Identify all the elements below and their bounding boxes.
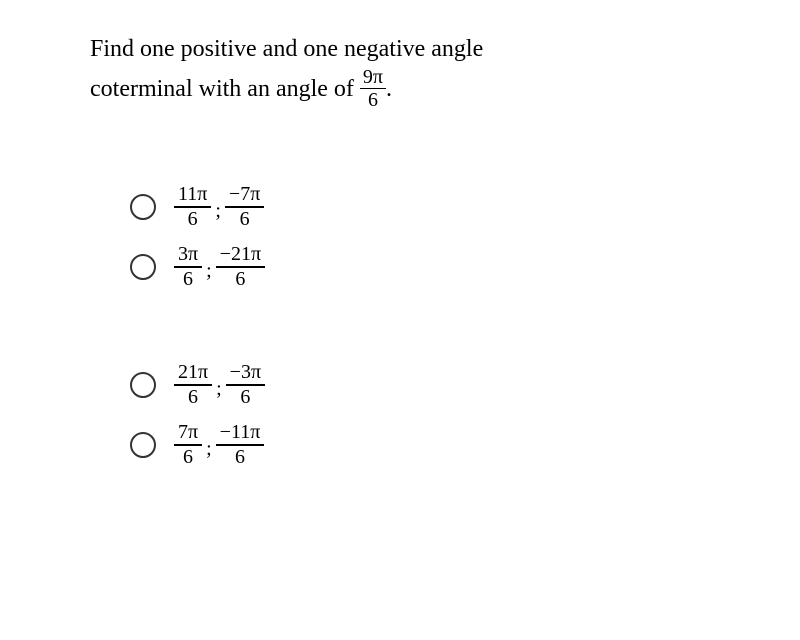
radio-button[interactable]	[130, 254, 156, 280]
question-line2-before: coterminal with an angle of	[90, 76, 360, 102]
separator: ;	[206, 438, 212, 469]
separator: ;	[216, 378, 222, 409]
question-text: Find one positive and one negative angle…	[90, 30, 710, 113]
option-group-1: 11π 6 ; −7π 6 3π 6 ; −21π 6	[130, 183, 710, 291]
option-group-2: 21π 6 ; −3π 6 7π 6 ; −11π 6	[130, 361, 710, 469]
question-fraction: 9π6	[360, 66, 386, 111]
option-4[interactable]: 7π 6 ; −11π 6	[130, 421, 710, 469]
answer-3: 21π 6 ; −3π 6	[174, 361, 265, 409]
answer-4: 7π 6 ; −11π 6	[174, 421, 264, 469]
radio-button[interactable]	[130, 372, 156, 398]
fraction-4a: 7π 6	[174, 421, 202, 469]
radio-button[interactable]	[130, 194, 156, 220]
separator: ;	[215, 200, 221, 231]
fraction-2b: −21π 6	[216, 243, 265, 291]
question-line1: Find one positive and one negative angle	[90, 36, 483, 62]
question-line2-after: .	[386, 76, 392, 102]
options-container: 11π 6 ; −7π 6 3π 6 ; −21π 6	[130, 183, 710, 469]
option-3[interactable]: 21π 6 ; −3π 6	[130, 361, 710, 409]
separator: ;	[206, 260, 212, 291]
fraction-3b: −3π 6	[226, 361, 265, 409]
answer-1: 11π 6 ; −7π 6	[174, 183, 264, 231]
option-2[interactable]: 3π 6 ; −21π 6	[130, 243, 710, 291]
fraction-1b: −7π 6	[225, 183, 264, 231]
option-1[interactable]: 11π 6 ; −7π 6	[130, 183, 710, 231]
answer-2: 3π 6 ; −21π 6	[174, 243, 265, 291]
fraction-2a: 3π 6	[174, 243, 202, 291]
fraction-3a: 21π 6	[174, 361, 212, 409]
radio-button[interactable]	[130, 432, 156, 458]
fraction-1a: 11π 6	[174, 183, 211, 231]
fraction-4b: −11π 6	[216, 421, 265, 469]
